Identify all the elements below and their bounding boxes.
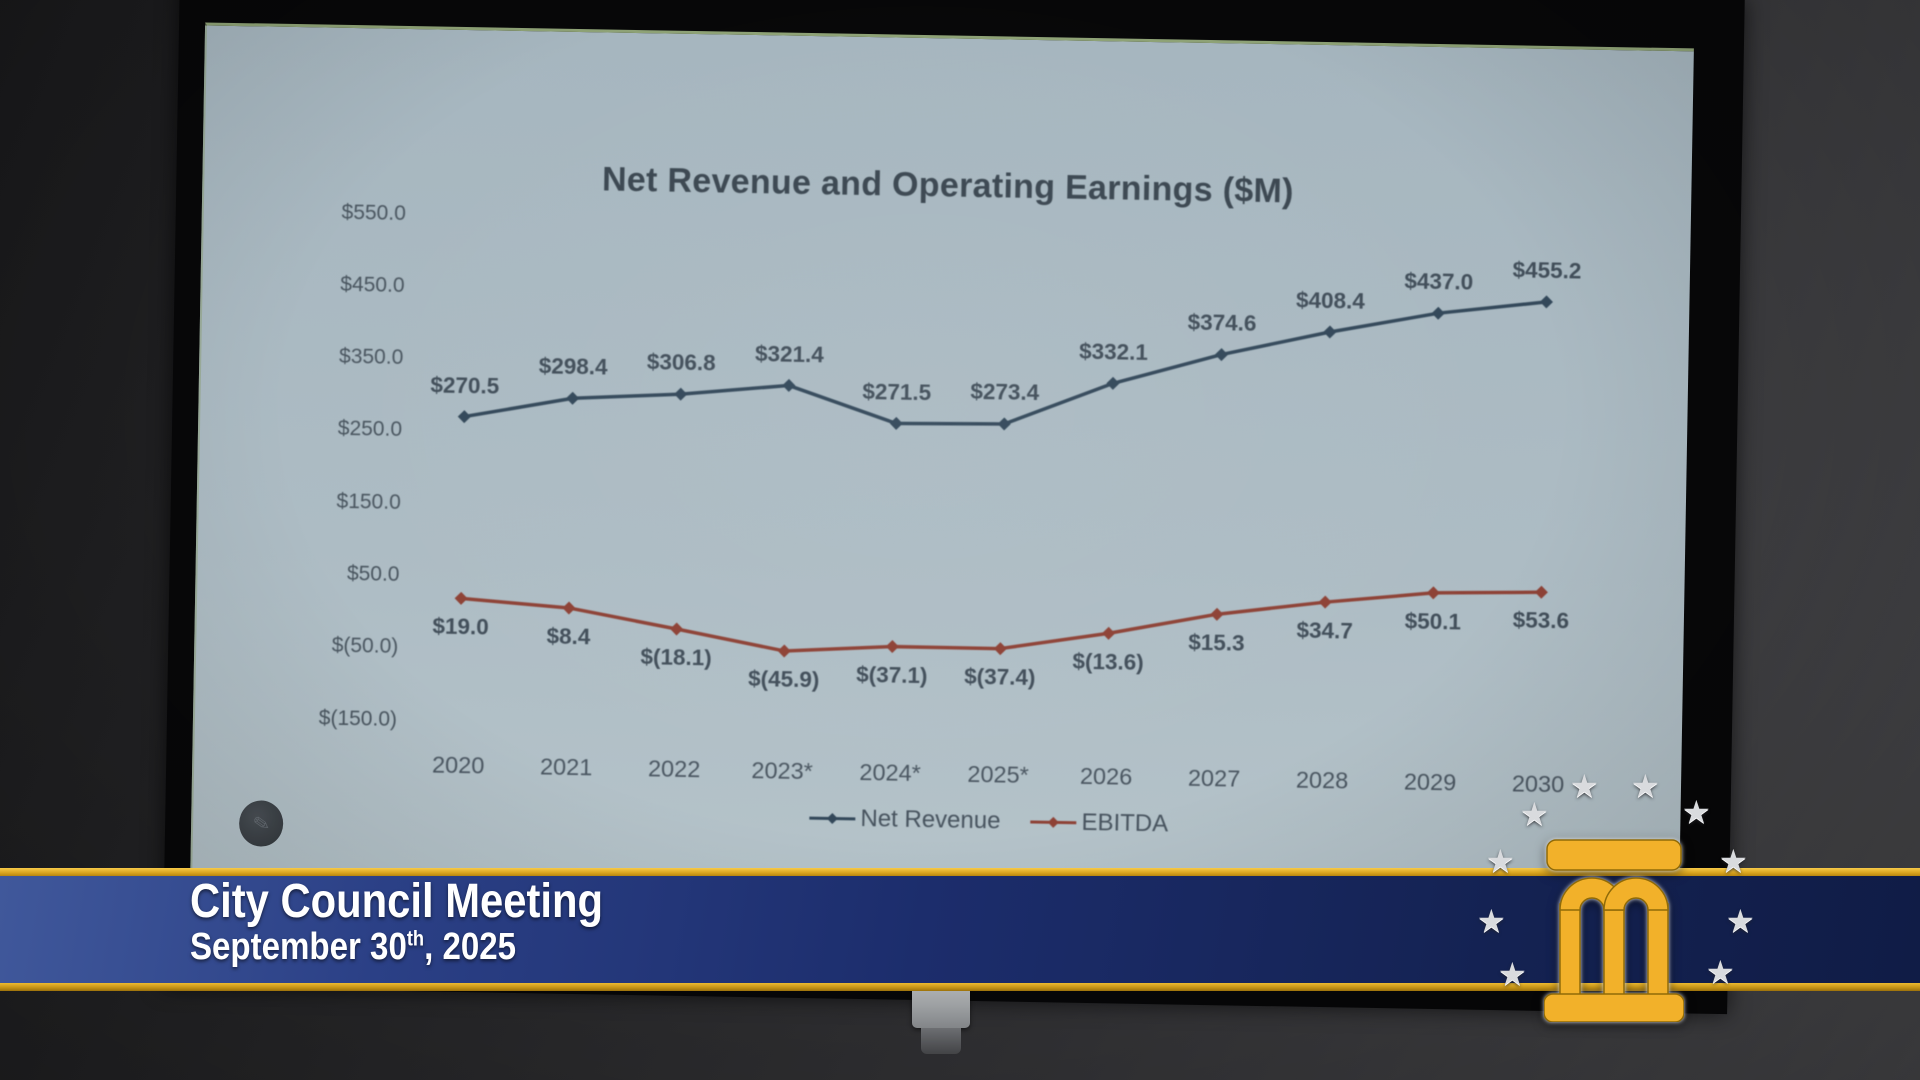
data-point-marker bbox=[777, 644, 791, 658]
data-point-marker bbox=[1431, 306, 1445, 320]
chart-plot bbox=[454, 295, 1553, 658]
banner-date: September 30th, 2025 bbox=[190, 925, 1695, 969]
lower-third-banner: City Council Meeting September 30th, 202… bbox=[0, 868, 1920, 991]
station-logo bbox=[1543, 838, 1685, 1023]
data-point-marker bbox=[1214, 348, 1228, 362]
data-point-marker bbox=[1210, 607, 1224, 621]
banner-date-year: , 2025 bbox=[424, 925, 517, 968]
legend-marker-icon bbox=[809, 813, 856, 825]
star-icon: ★ bbox=[1631, 768, 1660, 804]
legend-label: EBITDA bbox=[1081, 808, 1169, 838]
projector-screen: Net Revenue and Operating Earnings ($M) … bbox=[162, 0, 1745, 1015]
banner-title: City Council Meeting bbox=[190, 875, 603, 928]
data-point-marker bbox=[1106, 376, 1120, 390]
data-point-marker bbox=[566, 391, 580, 405]
chart-area: Net Revenue and Operating Earnings ($M) … bbox=[191, 25, 1694, 988]
star-icon: ★ bbox=[1520, 796, 1549, 832]
pencil-icon: ✎ bbox=[251, 811, 272, 837]
banner-date-ordinal: th bbox=[406, 927, 425, 951]
data-point-marker bbox=[562, 601, 576, 615]
data-point-marker bbox=[1318, 595, 1332, 609]
star-icon: ★ bbox=[1477, 903, 1506, 939]
data-point-label: $455.2 bbox=[1512, 257, 1582, 284]
data-point-marker bbox=[670, 622, 684, 636]
data-point-marker bbox=[457, 410, 471, 424]
presentation-slide: Net Revenue and Operating Earnings ($M) … bbox=[188, 22, 1694, 989]
banner-gold-stripe-top bbox=[0, 868, 1920, 876]
legend-item: EBITDA bbox=[1030, 808, 1168, 838]
data-point-marker bbox=[1534, 585, 1548, 599]
data-point-marker bbox=[782, 378, 796, 392]
data-point-label: $374.6 bbox=[1187, 309, 1257, 337]
data-point-label: $273.4 bbox=[970, 379, 1040, 406]
data-point-label: $332.1 bbox=[1078, 338, 1149, 365]
data-point-label: $321.4 bbox=[754, 340, 825, 368]
star-icon: ★ bbox=[1570, 768, 1599, 804]
m-monogram-icon bbox=[1543, 839, 1685, 1023]
data-point-marker bbox=[1323, 325, 1337, 339]
banner-gold-stripe-bottom bbox=[0, 983, 1920, 991]
data-point-marker bbox=[1102, 626, 1116, 640]
star-icon: ★ bbox=[1486, 843, 1515, 879]
data-point-marker bbox=[997, 417, 1011, 431]
legend-item: Net Revenue bbox=[809, 804, 1001, 835]
star-icon: ★ bbox=[1498, 956, 1527, 992]
legend-label: Net Revenue bbox=[860, 805, 1001, 835]
data-point-marker bbox=[1426, 586, 1440, 600]
data-point-marker bbox=[674, 387, 688, 401]
data-point-marker bbox=[889, 416, 903, 430]
data-point-marker bbox=[885, 640, 899, 654]
data-point-marker bbox=[993, 642, 1007, 656]
data-point-marker bbox=[1539, 295, 1553, 309]
device-base bbox=[921, 1028, 961, 1054]
banner-date-main: September 30 bbox=[190, 925, 407, 968]
star-icon: ★ bbox=[1706, 954, 1735, 990]
star-icon: ★ bbox=[1682, 794, 1711, 830]
data-point-marker bbox=[454, 591, 468, 605]
data-point-label: $53.6 bbox=[1512, 607, 1570, 634]
legend-marker-icon bbox=[1030, 816, 1077, 828]
star-icon: ★ bbox=[1719, 843, 1748, 879]
chart-legend: Net Revenue EBITDA bbox=[245, 794, 1732, 848]
star-icon: ★ bbox=[1726, 903, 1755, 939]
